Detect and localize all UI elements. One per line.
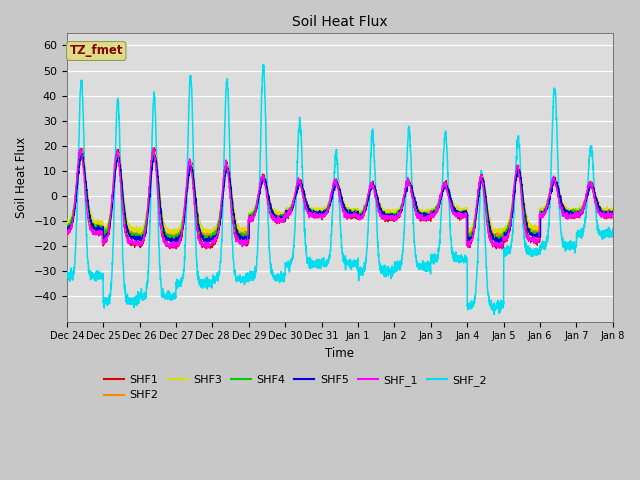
X-axis label: Time: Time <box>325 347 355 360</box>
Title: Soil Heat Flux: Soil Heat Flux <box>292 15 388 29</box>
Text: TZ_fmet: TZ_fmet <box>70 45 123 58</box>
Y-axis label: Soil Heat Flux: Soil Heat Flux <box>15 137 28 218</box>
Legend: SHF1, SHF2, SHF3, SHF4, SHF5, SHF_1, SHF_2: SHF1, SHF2, SHF3, SHF4, SHF5, SHF_1, SHF… <box>100 371 491 405</box>
